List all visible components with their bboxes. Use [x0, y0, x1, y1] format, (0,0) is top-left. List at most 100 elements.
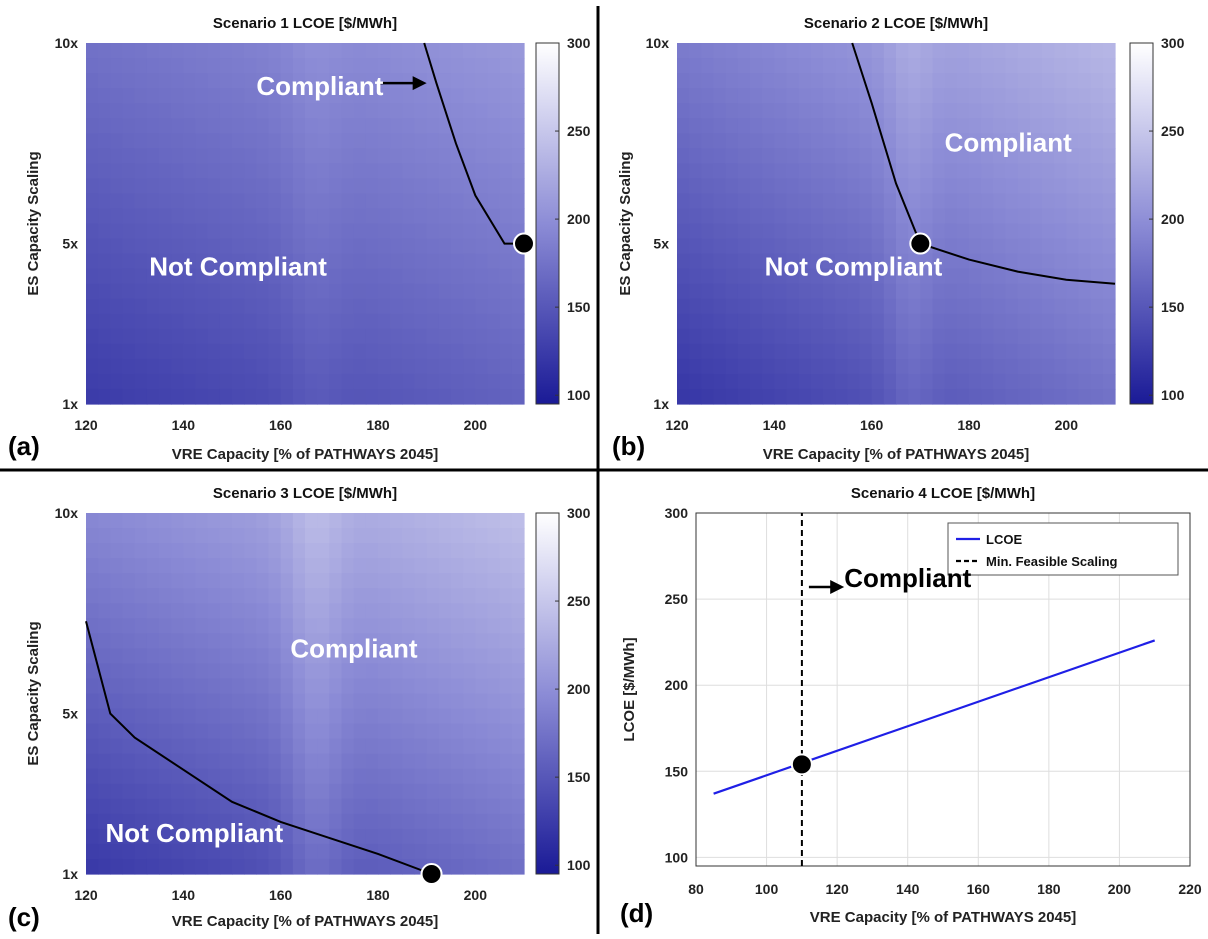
heatmap-cell	[426, 783, 440, 800]
heatmap-cell	[511, 328, 525, 345]
heatmap-cell	[1017, 328, 1031, 345]
heatmap-cell	[463, 163, 476, 179]
heatmap-cell	[402, 373, 416, 390]
heatmap-cell	[689, 133, 702, 149]
heatmap-cell	[353, 178, 367, 195]
heatmap-cell	[487, 58, 501, 74]
heatmap-cell	[981, 223, 994, 240]
heatmap-cell	[511, 723, 525, 740]
heatmap-cell	[353, 663, 367, 680]
heatmap-cell	[365, 88, 379, 104]
heatmap-cell	[341, 388, 355, 405]
heatmap-cell	[159, 208, 172, 225]
heatmap-cell	[786, 73, 800, 89]
heatmap-cell	[378, 723, 391, 740]
heatmap-cell	[1090, 388, 1104, 405]
heatmap-cell	[86, 373, 99, 390]
heatmap-cell	[390, 723, 403, 740]
heatmap-cell	[920, 43, 934, 59]
heatmap-cell	[701, 223, 715, 240]
heatmap-cell	[1078, 178, 1092, 195]
heatmap-cell	[134, 813, 148, 830]
heatmap-cell	[475, 148, 489, 164]
heatmap-cell	[823, 208, 836, 225]
heatmap-cell	[280, 603, 294, 619]
heatmap-cell	[171, 193, 184, 210]
heatmap-cell	[244, 283, 257, 300]
heatmap-cell	[414, 283, 428, 300]
heatmap-cell	[329, 103, 343, 119]
heatmap-cell	[944, 238, 958, 255]
heatmap-cell	[329, 208, 343, 225]
heatmap-cell	[86, 558, 99, 574]
heatmap-cell	[365, 768, 379, 785]
heatmap-cell	[305, 858, 318, 875]
heatmap-cell	[847, 388, 861, 405]
heatmap-cell	[292, 783, 306, 800]
heatmap-cell	[426, 358, 440, 375]
heatmap-cell	[774, 283, 788, 300]
heatmap-cell	[341, 163, 355, 179]
heatmap-cell	[1102, 118, 1116, 134]
heatmap-cell	[86, 268, 99, 285]
heatmap-cell	[341, 573, 355, 589]
x-axis-label: VRE Capacity [% of PATHWAYS 2045]	[172, 913, 438, 930]
heatmap-cell	[823, 253, 836, 270]
x-tick-label: 100	[755, 881, 779, 897]
heatmap-cell	[195, 693, 209, 710]
heatmap-cell	[487, 558, 501, 574]
heatmap-cell	[1078, 88, 1092, 104]
heatmap-cell	[847, 268, 861, 285]
heatmap-cell	[390, 828, 403, 845]
heatmap-cell	[774, 298, 788, 315]
heatmap-cell	[414, 313, 428, 330]
heatmap-cell	[292, 73, 306, 89]
x-tick-label: 200	[464, 887, 488, 903]
heatmap-cell	[244, 603, 257, 619]
heatmap-cell	[810, 238, 824, 255]
heatmap-cell	[183, 58, 197, 74]
heatmap-cell	[451, 388, 464, 405]
heatmap-cell	[786, 373, 800, 390]
heatmap-cell	[750, 298, 763, 315]
heatmap-cell	[835, 88, 848, 104]
heatmap-cell	[701, 343, 715, 360]
heatmap-cell	[329, 88, 343, 104]
heatmap-cell	[956, 178, 970, 195]
heatmap-cell	[207, 603, 221, 619]
heatmap-cell	[110, 268, 124, 285]
heatmap-cell	[134, 753, 148, 770]
heatmap-cell	[786, 58, 800, 74]
heatmap-cell	[426, 558, 440, 574]
heatmap-cell	[1066, 268, 1080, 285]
heatmap-cell	[110, 843, 124, 860]
heatmap-cell	[122, 753, 136, 770]
heatmap-cell	[98, 738, 111, 755]
heatmap-cell	[378, 328, 391, 345]
heatmap-cell	[268, 843, 282, 860]
heatmap-cell	[883, 193, 897, 210]
heatmap-cell	[701, 58, 715, 74]
heatmap-cell	[487, 813, 501, 830]
heatmap-cell	[750, 118, 763, 134]
heatmap-cell	[871, 223, 885, 240]
heatmap-cell	[244, 238, 257, 255]
heatmap-cell	[981, 253, 994, 270]
heatmap-cell	[244, 133, 257, 149]
heatmap-cell	[1066, 238, 1080, 255]
heatmap-cell	[426, 798, 440, 815]
heatmap-cell	[1102, 388, 1116, 405]
heatmap-cell	[317, 798, 330, 815]
heatmap-cell	[159, 163, 172, 179]
heatmap-cell	[183, 573, 197, 589]
heatmap-cell	[341, 343, 355, 360]
heatmap-cell	[341, 373, 355, 390]
colorbar	[1129, 42, 1154, 405]
heatmap-cell	[1005, 328, 1019, 345]
heatmap-cell	[511, 678, 525, 695]
heatmap-cell	[871, 238, 885, 255]
heatmap-cell	[871, 58, 885, 74]
heatmap-cell	[183, 178, 197, 195]
heatmap-cell	[883, 328, 897, 345]
heatmap-cell	[1078, 43, 1092, 59]
